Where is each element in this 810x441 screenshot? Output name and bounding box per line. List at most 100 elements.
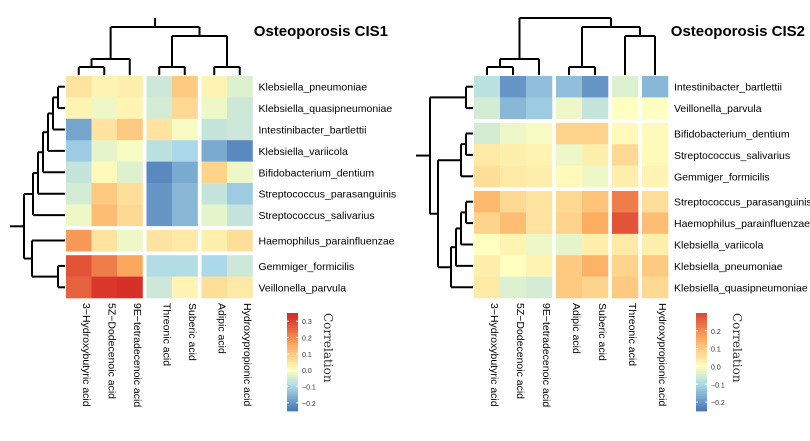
heatmap-cell	[526, 276, 553, 299]
heatmap-cell	[500, 165, 527, 188]
heatmap-cell	[526, 165, 553, 188]
row-label: Streptococcus_parasanguinis	[259, 189, 397, 201]
heatmap-cell	[474, 212, 501, 235]
legend-gradient-step	[287, 337, 298, 341]
heatmap-cell	[474, 76, 501, 98]
legend-gradient-step	[696, 339, 707, 343]
legend-gradient-step	[696, 344, 707, 348]
legend-tick-label: 0.3	[302, 319, 312, 326]
legend-tick-label: −0.1	[302, 385, 316, 392]
heatmap-cell	[91, 76, 118, 98]
heatmap-cell	[227, 255, 253, 277]
legend-gradient-step	[696, 325, 707, 329]
column-label: 3−Hydroxybutyric acid	[488, 303, 500, 407]
row-label: Streptococcus_salivarius	[674, 150, 790, 162]
legend-gradient-step	[287, 322, 298, 326]
row-label: Bifidobacterium_dentium	[674, 129, 790, 141]
heatmap-cell	[582, 97, 609, 120]
row-label: Streptococcus_salivarius	[259, 210, 375, 222]
column-label: 5Z−Dodecenoic acid	[105, 303, 117, 399]
legend-gradient-step	[287, 364, 298, 368]
legend-gradient-step	[696, 349, 707, 353]
legend-gradient-step	[287, 374, 298, 378]
heatmap-cell	[500, 122, 527, 145]
legend-gradient-step	[287, 327, 298, 331]
row-label: Bifidobacterium_dentium	[259, 167, 375, 179]
heatmap-cell	[612, 212, 639, 235]
heatmap-cell	[500, 97, 527, 120]
heatmap-cell	[227, 204, 253, 227]
legend-gradient-step	[696, 364, 707, 368]
row-label: Veillonella_parvula	[674, 103, 762, 115]
heatmap-cell	[91, 183, 118, 205]
heatmap-cell	[146, 229, 173, 252]
heatmap-cell	[556, 276, 583, 299]
heatmap-cell	[117, 161, 143, 184]
column-label: 9E−tetradecenoic acid	[131, 303, 143, 407]
heatmap-cell	[227, 76, 253, 98]
row-label: Haemophilus_parainfluenzae	[259, 236, 395, 248]
row-label: Intestinibacter_bartlettii	[259, 125, 367, 137]
heatmap-cell	[227, 276, 253, 299]
legend-tick-label: 0.1	[711, 347, 721, 354]
legend-gradient-step	[696, 388, 707, 392]
heatmap-cell	[582, 76, 609, 98]
legend-gradient-step	[287, 393, 298, 397]
heatmap-cell	[201, 276, 228, 299]
heatmap-cell	[146, 183, 173, 205]
heatmap-cell	[582, 276, 609, 299]
heatmap-cell	[66, 76, 92, 98]
heatmap-cell	[526, 122, 553, 145]
heatmap-cell	[227, 140, 253, 162]
heatmap-cell	[66, 97, 92, 120]
heatmap-cell	[474, 165, 501, 188]
heatmap-cell	[66, 118, 92, 141]
heatmap-cell	[117, 276, 143, 299]
legend-gradient-step	[287, 352, 298, 356]
heatmap-cell	[556, 122, 583, 145]
legend-tick-label: 0.1	[302, 352, 312, 359]
heatmap-cell	[66, 183, 92, 205]
row-label: Intestinibacter_bartlettii	[674, 82, 782, 94]
heatmap-panel-2: Osteoporosis CIS2 Intestinibacter_bartlet…	[416, 17, 810, 412]
heatmap-cell	[582, 212, 609, 235]
row-label: Veillonella_parvula	[259, 282, 347, 294]
legend-gradient-step	[287, 408, 298, 412]
heatmap-cell	[642, 233, 669, 256]
heatmap-cell	[201, 183, 228, 205]
legend-gradient-step	[696, 381, 707, 385]
legend-gradient-step	[287, 398, 298, 402]
heatmap-cell	[556, 212, 583, 235]
heatmap-cell	[526, 233, 553, 256]
column-label: Adipic acid	[215, 303, 227, 354]
legend-gradient-step	[287, 366, 298, 370]
heatmap-cell	[642, 97, 669, 120]
legend-gradient-step	[287, 403, 298, 407]
legend-gradient-step	[287, 406, 298, 409]
heatmap-cell	[642, 255, 669, 277]
heatmap-cell	[582, 255, 609, 277]
heatmap-cell	[582, 122, 609, 145]
legend-gradient-step	[287, 371, 298, 375]
heatmap-cell	[146, 276, 173, 299]
legend-gradient-step	[696, 366, 707, 370]
legend-gradient-step	[287, 357, 298, 360]
heatmap-cell	[582, 165, 609, 188]
legend-gradient-step	[696, 315, 707, 319]
heatmap-cell	[500, 233, 527, 256]
column-label: Suberic acid	[596, 303, 608, 361]
legend-tick-label: −0.1	[711, 382, 725, 389]
heatmap-cell	[474, 191, 501, 213]
legend-gradient-step	[287, 313, 298, 316]
heatmap-cell	[642, 144, 669, 166]
legend-tick-label: 0.0	[302, 368, 312, 375]
column-label: Threonic acid	[626, 303, 638, 366]
legend-gradient-step	[696, 335, 707, 338]
heatmap-cell	[201, 118, 228, 141]
heatmap-cell	[582, 233, 609, 256]
legend-gradient-step	[696, 327, 707, 331]
heatmap-cell	[526, 76, 553, 98]
legend-gradient-step	[696, 347, 707, 351]
legend-gradient-step	[287, 325, 298, 329]
